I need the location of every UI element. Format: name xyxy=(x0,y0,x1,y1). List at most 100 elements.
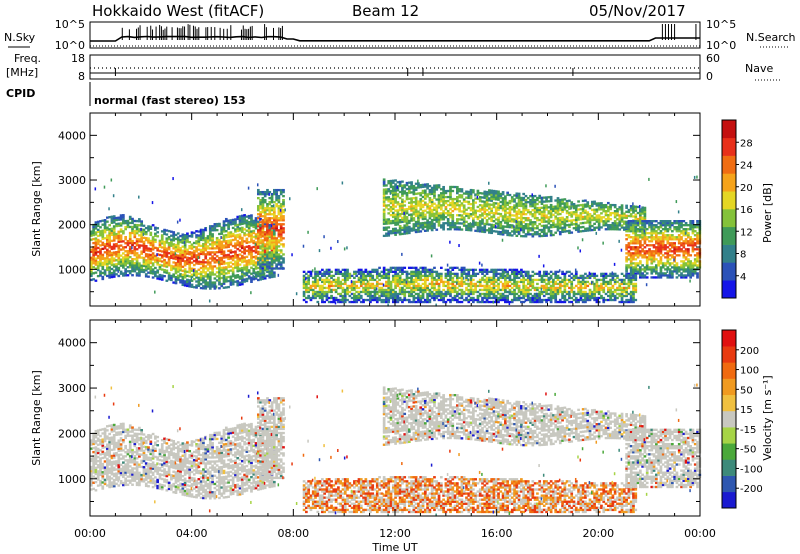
power-cell xyxy=(140,222,144,225)
power-cell xyxy=(572,274,576,278)
power-cell xyxy=(398,182,402,186)
power-cell xyxy=(314,282,317,286)
power-cell xyxy=(421,211,425,215)
power-cell xyxy=(513,220,516,223)
power-cell xyxy=(522,280,526,284)
power-cell xyxy=(405,216,409,219)
power-cell xyxy=(211,233,214,236)
power-cell xyxy=(256,246,260,250)
power-cell xyxy=(492,276,496,280)
power-cell xyxy=(531,274,535,278)
power-cell xyxy=(398,231,402,234)
power-cell xyxy=(353,282,356,286)
power-cell xyxy=(405,228,409,231)
power-cell xyxy=(469,278,473,282)
power-cell xyxy=(135,268,139,271)
power-cell xyxy=(378,282,381,286)
power-cell xyxy=(574,276,578,280)
power-cell xyxy=(442,202,445,205)
power-cell xyxy=(266,190,269,194)
power-cell xyxy=(396,195,400,198)
power-cell xyxy=(135,238,139,241)
power-cell xyxy=(433,266,436,269)
power-cell xyxy=(460,284,464,288)
power-cell xyxy=(462,220,466,223)
power-cell xyxy=(270,243,274,246)
power-cell xyxy=(462,204,466,207)
power-cell xyxy=(179,269,182,272)
power-cell xyxy=(108,246,111,249)
power-cell xyxy=(574,228,578,232)
power-cell xyxy=(231,244,235,248)
power-cell xyxy=(515,224,519,227)
power-cell xyxy=(252,263,256,267)
power-cell xyxy=(359,300,363,304)
power-cell xyxy=(492,290,496,294)
power-cell xyxy=(215,247,219,250)
power-cell xyxy=(570,276,574,280)
power-cell xyxy=(435,184,439,187)
power-cell xyxy=(158,253,162,257)
power-cell xyxy=(115,255,118,258)
power-cell xyxy=(574,274,578,278)
power-cell xyxy=(337,286,340,290)
power-cell xyxy=(549,292,553,296)
power-cell xyxy=(259,227,262,230)
power-cell xyxy=(266,247,269,250)
power-cell xyxy=(346,292,349,296)
power-cell xyxy=(536,198,539,202)
power-cell xyxy=(391,193,395,196)
power-cell xyxy=(204,273,208,276)
power-cell xyxy=(398,204,402,208)
power-cell xyxy=(444,272,448,276)
power-cell xyxy=(558,290,562,294)
power-cell xyxy=(501,233,505,236)
power-cell xyxy=(513,268,516,272)
power-cell xyxy=(586,213,590,216)
power-cell xyxy=(478,230,482,233)
power-cell xyxy=(176,242,180,245)
power-cell xyxy=(126,254,130,257)
power-cell xyxy=(492,294,496,298)
power-cell xyxy=(131,217,134,221)
power-cell xyxy=(197,284,201,287)
power-cell xyxy=(154,240,157,243)
power-cell xyxy=(529,300,532,304)
power-cell xyxy=(236,276,240,279)
power-cell xyxy=(261,225,265,228)
power-cell xyxy=(144,236,148,240)
power-cell xyxy=(382,288,386,292)
power-cell xyxy=(131,229,134,233)
power-cell xyxy=(488,229,491,232)
power-cell xyxy=(261,261,265,264)
power-cell xyxy=(240,242,244,246)
power-cell xyxy=(510,198,514,201)
power-cell xyxy=(565,224,569,227)
power-cell xyxy=(485,290,489,294)
power-cell xyxy=(163,246,166,250)
power-cell xyxy=(277,261,281,264)
power-cell xyxy=(449,270,452,274)
power-cell xyxy=(99,270,102,273)
power-cell xyxy=(458,268,461,272)
power-cell xyxy=(476,223,480,227)
power-cell xyxy=(492,274,496,278)
power-cell xyxy=(279,239,283,242)
power-cell xyxy=(133,219,137,223)
power-cell xyxy=(167,242,171,245)
power-cell xyxy=(437,294,441,298)
power-cell xyxy=(220,230,224,233)
power-cell xyxy=(391,197,395,201)
power-cell xyxy=(444,276,448,280)
power-cell xyxy=(231,262,235,266)
power-cell xyxy=(318,278,322,282)
power-cell xyxy=(542,216,546,219)
power-cell xyxy=(401,220,404,224)
power-cell xyxy=(323,278,327,282)
power-cell xyxy=(558,212,562,216)
power-cell xyxy=(238,257,242,260)
power-cell xyxy=(483,208,487,212)
power-cell xyxy=(222,230,226,233)
power-cell xyxy=(117,234,121,237)
power-cell xyxy=(263,211,267,214)
